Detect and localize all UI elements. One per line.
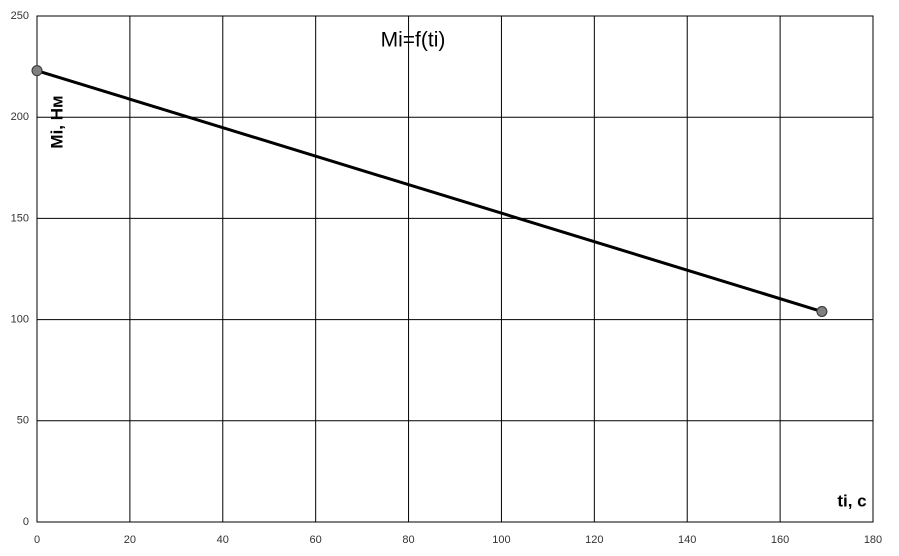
y-axis-label: Mi, Нм [47,95,66,148]
y-tick-label: 200 [11,111,29,123]
x-tick-label: 20 [124,534,136,546]
y-tick-label: 150 [11,212,29,224]
point [816,306,828,318]
y-tick-label: 100 [11,314,29,326]
plot-area [36,15,874,523]
x-tick-label: 100 [492,534,510,546]
chart-title: Mi=f(ti) [381,29,446,52]
point [31,65,43,77]
x-tick-label: 40 [217,534,229,546]
x-tick-label: 140 [678,534,696,546]
y-tick-label: 250 [11,10,29,22]
x-tick-label: 120 [585,534,603,546]
line [36,69,823,313]
x-tick-label: 160 [771,534,789,546]
x-tick-label: 180 [864,534,882,546]
x-tick-label: 60 [310,534,322,546]
y-tick-label: 50 [17,415,29,427]
x-tick-label: 0 [34,534,40,546]
x-axis-label: ti, с [837,491,866,510]
y-tick-label: 0 [23,516,29,528]
x-tick-label: 80 [402,534,414,546]
